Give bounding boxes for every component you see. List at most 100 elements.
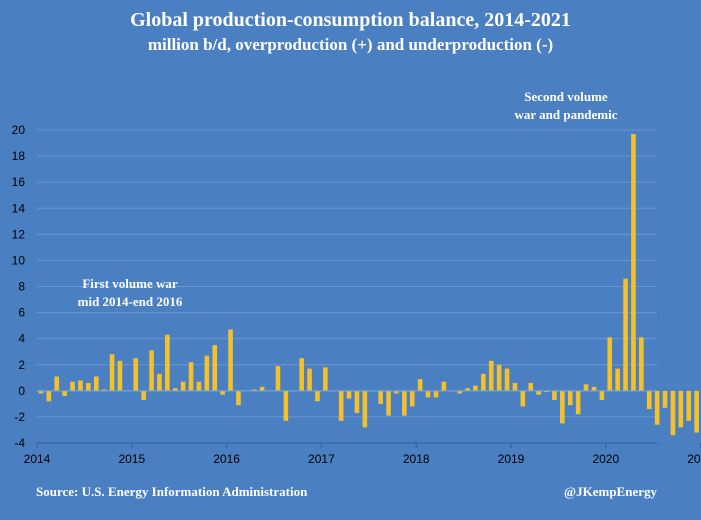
annotation-text: First volume war [82,276,178,291]
annotation-layer: First volume war mid 2014-end 2016 Second … [78,89,618,309]
y-tick-label: 8 [18,280,25,294]
bar [552,390,557,400]
bar [639,337,644,391]
bar [686,390,692,421]
bar [481,373,486,391]
y-tick-label: -4 [14,436,25,450]
bar [694,390,699,433]
bar [417,379,423,391]
bar [654,390,660,425]
bar [283,390,289,421]
bar [141,390,146,400]
bar [457,390,462,394]
bar [70,381,75,391]
bar [425,390,431,398]
x-tick-label: 2014 [24,452,51,466]
bar [86,383,91,391]
bar [338,390,344,421]
bar [78,380,83,391]
bar [220,390,225,395]
bar [528,383,534,391]
bar [204,355,210,391]
bar-layer [38,133,699,436]
bar [196,381,202,391]
bar [157,373,162,391]
x-tick-label: 2021 [687,452,701,466]
y-tick-label: 6 [18,306,25,320]
bar [583,384,589,391]
bar [172,388,178,391]
bar [109,354,115,391]
bar [536,390,541,395]
annotation-text: mid 2014-end 2016 [78,294,183,309]
bar [54,376,60,391]
bar [275,366,281,391]
bar [180,381,186,391]
bar [662,390,668,408]
bar [473,385,478,391]
bar [402,390,407,416]
bar [615,368,620,391]
bar [409,390,415,407]
bar [46,390,52,402]
bar [62,390,67,397]
bar [591,386,597,391]
bar [133,358,139,391]
bar [323,367,328,391]
y-tick-label: 2 [18,358,25,372]
y-tick-label: 0 [18,384,25,398]
bar [188,362,194,391]
bar [607,337,613,391]
bar [307,368,312,391]
bar [101,389,107,391]
bar [433,390,439,398]
bar [251,389,257,391]
source-note: Source: U.S. Energy Information Administ… [36,484,308,499]
chart-title: Global production-consumption balance, 2… [130,9,571,31]
bar [670,390,676,436]
y-tick-label: 14 [12,201,26,215]
bar [496,364,502,391]
bar [646,390,652,410]
bar [544,390,549,393]
x-tick-label: 2017 [308,452,335,466]
bar [362,390,368,428]
y-tick-label: 10 [12,253,26,267]
annotation-text: war and pandemic [514,107,617,122]
bar [520,390,526,407]
bar [93,376,99,391]
bar [599,390,605,400]
x-tick-label: 2020 [592,452,619,466]
x-tick-label: 2018 [403,452,430,466]
bar [631,133,636,391]
bar [386,390,391,416]
x-tick-label: 2019 [498,452,525,466]
y-tick-label: 18 [12,149,26,163]
bar [678,390,684,428]
bar [299,358,304,391]
annotation-text: Second volume [524,89,608,104]
y-tick-label: -2 [14,410,25,424]
bar [259,386,265,391]
y-tick-label: 12 [12,227,26,241]
bar [117,360,123,391]
bar [354,390,360,414]
author-handle: @JKempEnergy [564,484,657,499]
bar [465,388,470,391]
chart-subtitle: million b/d, overproduction (+) and unde… [147,35,554,54]
y-tick-label: 20 [12,123,26,137]
bar [315,390,320,402]
bar [228,329,233,391]
bar [38,390,44,394]
bar [623,278,628,391]
bar [504,368,510,391]
bar [149,350,154,391]
bar [378,390,383,404]
bar [567,390,573,406]
bar [441,381,447,391]
bar [236,390,241,406]
bar [165,334,170,391]
bar [488,360,494,391]
